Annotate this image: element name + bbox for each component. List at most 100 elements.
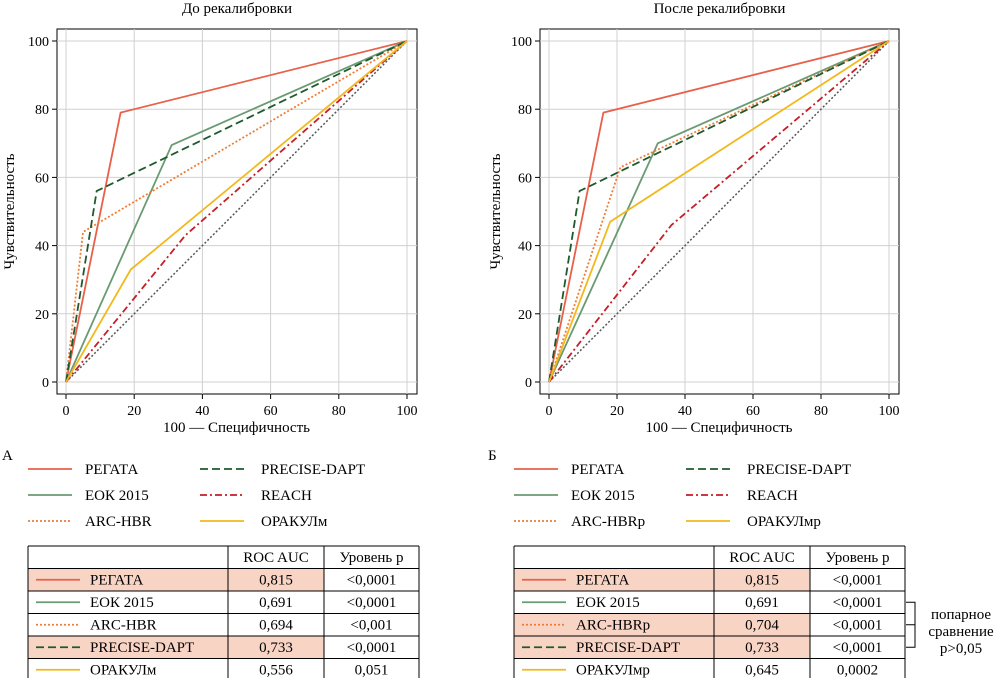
series-line-reach [65, 40, 408, 383]
legend-label-arc: ARC-HBR [85, 514, 152, 530]
y-tick-label: 80 [518, 103, 532, 118]
legend-label-regata: РЕГАТА [571, 462, 624, 478]
series-line-reach [548, 40, 890, 383]
table-cell-p: <0,0001 [347, 640, 397, 656]
legend-label-oracle: ОРАКУЛм [261, 514, 328, 530]
roc-table: ROC AUC Уровень p РЕГАТА 0,815 <0,0001 ЕОК 20… [513, 545, 994, 682]
y-tick-label: 0 [525, 376, 532, 391]
legend-label-eok: ЕОК 2015 [571, 488, 635, 504]
table-cell-auc: 0,733 [745, 640, 779, 656]
table-row-name: ARC-HBR [90, 618, 157, 634]
table-cell-auc: 0,704 [745, 618, 779, 634]
row-highlight [514, 613, 810, 636]
table-header-p: Уровень p [339, 550, 403, 566]
x-axis-label: 100 — Специфичность [163, 420, 310, 436]
table-cell-p: 0,051 [355, 663, 389, 679]
table-cell-auc: 0,556 [259, 663, 293, 679]
y-tick-label: 80 [35, 103, 49, 118]
roc-table: ROC AUC Уровень p РЕГАТА 0,815 <0,0001 ЕОК 20… [27, 545, 420, 682]
x-tick-label: 100 [397, 404, 418, 419]
legend: РЕГАТА ЕОК 2015 ARC-HBRр PRECISE-DAPT REACH О… [514, 462, 851, 530]
y-tick-label: 60 [518, 171, 532, 186]
legend-label-reach: REACH [747, 488, 798, 504]
table-cell-p: <0,0001 [833, 595, 883, 611]
reference-diagonal [65, 40, 408, 383]
y-axis-label: Чувствительность [488, 153, 504, 269]
series-line-regata [65, 40, 408, 383]
table-header-auc: ROC AUC [729, 550, 794, 566]
table-cell-p: <0,0001 [347, 595, 397, 611]
table-row-name: ОРАКУЛм [90, 663, 157, 679]
table-cell-auc: 0,815 [745, 573, 779, 589]
series-line-precise [548, 40, 890, 383]
y-tick-label: 100 [28, 35, 49, 50]
chart-title: До рекалибровки [182, 1, 292, 17]
table-cell-auc: 0,691 [259, 595, 293, 611]
table-cell-p: <0,001 [350, 618, 392, 634]
table-cell-auc: 0,694 [259, 618, 293, 634]
chart-panel-2: 00 20 20 40 40 60 60 80 80 100 100 После рекалибров… [488, 1, 994, 682]
legend-label-arc: ARC-HBRр [571, 514, 645, 530]
x-tick-label: 80 [814, 404, 828, 419]
table-row-name: ЕОК 2015 [90, 595, 154, 611]
table-header-auc: ROC AUC [243, 550, 308, 566]
comparison-note: попарное [931, 607, 991, 623]
table-row-name: РЕГАТА [90, 573, 143, 589]
table-row-name: PRECISE-DAPT [90, 640, 194, 656]
y-tick-label: 100 [511, 35, 532, 50]
x-tick-label: 20 [127, 404, 141, 419]
table-cell-p: <0,0001 [347, 573, 397, 589]
series-line-oracle [548, 40, 890, 383]
row-highlight [28, 568, 324, 591]
series-line-oracle [65, 40, 408, 383]
x-tick-label: 40 [195, 404, 209, 419]
table-cell-p: <0,0001 [833, 573, 883, 589]
series-line-precise [65, 40, 408, 383]
x-tick-label: 100 [879, 404, 900, 419]
row-highlight [514, 636, 810, 659]
x-tick-label: 60 [264, 404, 278, 419]
x-tick-label: 80 [332, 404, 346, 419]
y-tick-label: 20 [35, 308, 49, 323]
legend-label-reach: REACH [261, 488, 312, 504]
table-cell-p: <0,0001 [833, 640, 883, 656]
table-row-name: ЕОК 2015 [576, 595, 640, 611]
table-row-name: ARC-HBRр [576, 618, 650, 634]
table-cell-p: 0,0002 [837, 663, 878, 679]
series-line-arc [548, 40, 890, 383]
reference-diagonal [548, 40, 890, 383]
y-tick-label: 0 [42, 376, 49, 391]
series-line-arc [65, 40, 408, 383]
y-tick-label: 20 [518, 308, 532, 323]
table-cell-auc: 0,645 [745, 663, 779, 679]
table-cell-auc: 0,733 [259, 640, 293, 656]
legend-label-precise: PRECISE-DAPT [747, 462, 851, 478]
x-tick-label: 60 [746, 404, 760, 419]
table-cell-auc: 0,815 [259, 573, 293, 589]
comparison-note: р>0,05 [940, 641, 982, 657]
y-tick-label: 60 [35, 171, 49, 186]
row-highlight [514, 568, 810, 591]
legend-label-regata: РЕГАТА [85, 462, 138, 478]
legend-label-oracle: ОРАКУЛмр [747, 514, 821, 530]
x-tick-label: 40 [678, 404, 692, 419]
legend: РЕГАТА ЕОК 2015 ARC-HBR PRECISE-DAPT REACH ОР… [28, 462, 365, 530]
legend-label-eok: ЕОК 2015 [85, 488, 149, 504]
row-highlight [28, 636, 324, 659]
y-axis-label: Чувствительность [2, 153, 18, 269]
series-line-eok [548, 40, 890, 383]
series-line-eok [65, 40, 408, 383]
panel-letter: А [2, 448, 13, 464]
x-tick-label: 0 [63, 404, 70, 419]
panel-letter: Б [488, 448, 497, 464]
chart-title: После рекалибровки [654, 1, 786, 17]
table-row-name: PRECISE-DAPT [576, 640, 680, 656]
table-row-name: РЕГАТА [576, 573, 629, 589]
y-tick-label: 40 [35, 240, 49, 255]
table-cell-p: <0,0001 [833, 618, 883, 634]
x-axis-label: 100 — Специфичность [646, 420, 793, 436]
y-tick-label: 40 [518, 240, 532, 255]
chart-panel-1: 00 20 20 40 40 60 60 80 80 100 100 До рекалибровки 1… [2, 1, 420, 682]
